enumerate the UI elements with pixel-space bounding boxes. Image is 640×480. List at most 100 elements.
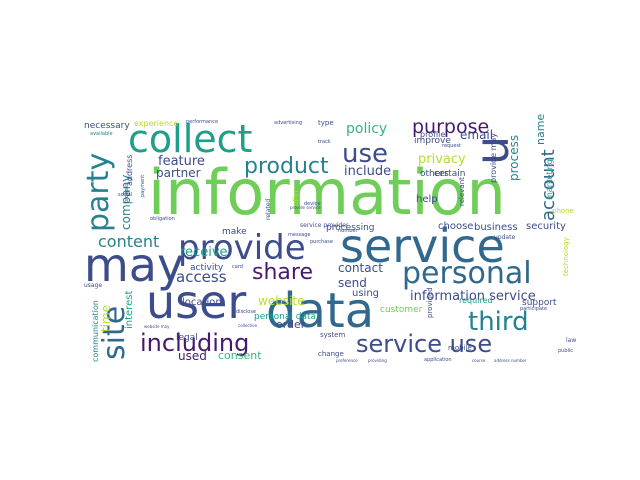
word-address: address <box>125 155 134 186</box>
word-receive: receive <box>180 245 228 260</box>
word-course: course <box>472 358 486 363</box>
word-third: third <box>468 307 529 337</box>
word-relevant: relevant <box>458 177 466 206</box>
word-address-number: address number <box>494 358 527 363</box>
word-content: content <box>98 232 159 251</box>
word-application: application <box>424 357 452 363</box>
word-company: company <box>119 175 133 230</box>
word-interest: interest <box>124 291 135 329</box>
word-related: related <box>265 199 272 220</box>
word-user: user <box>146 275 246 329</box>
word-contact: contact <box>338 261 383 275</box>
word-update: update <box>494 234 515 241</box>
word-make: make <box>222 227 247 237</box>
word-usage: usage <box>84 282 102 289</box>
word-website-may: website may <box>144 324 170 329</box>
word-legal: legal <box>176 333 198 343</box>
cloud-background <box>80 105 576 370</box>
word-product: product <box>244 154 329 179</box>
word-offer: offer <box>292 190 300 206</box>
word-provided: provided <box>426 287 434 318</box>
word-information: information <box>148 156 506 229</box>
word-provide-may: provide may <box>489 133 498 183</box>
word-customer: customer <box>380 305 423 315</box>
word-using: using <box>352 288 379 299</box>
word-processing: processing <box>326 223 375 233</box>
word-support: support <box>522 298 557 308</box>
word-certain: certain <box>434 169 465 179</box>
word-technology: technology <box>562 237 570 276</box>
word-service: service <box>340 219 505 273</box>
word-feature: feature <box>158 154 205 169</box>
word-personal-data: personal data <box>254 312 316 322</box>
word-collection: collection <box>238 323 258 328</box>
word-policy: policy <box>346 121 387 137</box>
word-card: card <box>232 264 243 270</box>
word-including: including <box>140 329 249 357</box>
word-use: use <box>342 139 388 169</box>
word-include: include <box>344 164 391 179</box>
word-send: send <box>338 276 367 290</box>
word-location: location <box>182 297 222 308</box>
word-collect: collect <box>128 117 252 161</box>
word-purchase: purchase <box>310 239 333 245</box>
word-consent: consent <box>218 349 262 362</box>
word-request: request <box>442 143 461 149</box>
word-name: name <box>534 114 547 145</box>
word-disclose: disclose <box>236 309 256 315</box>
word-required: required <box>459 296 493 305</box>
word-choose: choose <box>438 221 473 232</box>
word-information-service: information service <box>410 289 536 304</box>
word-others: others <box>420 169 449 179</box>
word-privacy: privacy <box>418 152 466 167</box>
word-personal: personal <box>402 256 532 291</box>
word-account: account <box>538 149 559 221</box>
word-device: device <box>304 201 320 207</box>
word-change: change <box>318 350 344 358</box>
word-providing: providing <box>368 358 387 363</box>
word-service-use: service use <box>356 330 492 358</box>
word-law: law <box>566 337 576 344</box>
word-necessary: necessary <box>84 121 130 131</box>
word-experience: experience <box>134 119 178 128</box>
word-purpose: purpose <box>412 116 489 138</box>
word-type: type <box>318 119 334 127</box>
word-profile: profile <box>420 130 445 139</box>
word-message: message <box>288 232 310 238</box>
word-service-provider: service provider <box>300 222 349 229</box>
word-marketing: marketing <box>545 159 554 200</box>
word-improve: improve <box>414 136 451 146</box>
word-phone: phone <box>552 207 574 215</box>
word-u: u <box>465 136 519 165</box>
word-security: security <box>526 221 566 232</box>
word-activity: activity <box>190 263 224 273</box>
word-mobile: mobile <box>448 344 472 352</box>
word-communication: communication <box>91 300 100 362</box>
word-available: available <box>90 131 113 137</box>
word-track: track <box>318 139 331 145</box>
word-business: business <box>474 222 518 233</box>
word-process: process <box>507 135 521 181</box>
word-email: email <box>460 128 493 142</box>
word-obligation: obligation <box>150 216 175 222</box>
word-payment: payment <box>140 175 146 197</box>
word-website: website <box>258 294 305 308</box>
word-may: may <box>84 238 184 292</box>
word-provide: provide <box>178 228 306 268</box>
word-share: share <box>252 260 313 285</box>
word-used: used <box>178 349 207 363</box>
word-time: time <box>99 305 113 332</box>
word-order: order <box>276 318 306 331</box>
word-provide-service: provide service <box>290 205 321 210</box>
word-data: data <box>266 283 374 339</box>
word-number: number <box>338 228 358 234</box>
word-performance: performance <box>186 119 218 125</box>
word-system: system <box>320 331 345 339</box>
word-preference: preference <box>336 358 358 363</box>
word-access: access <box>176 268 227 286</box>
word-public: public <box>558 348 573 354</box>
word-site: site <box>97 306 132 360</box>
word-participate: participate <box>520 306 547 312</box>
